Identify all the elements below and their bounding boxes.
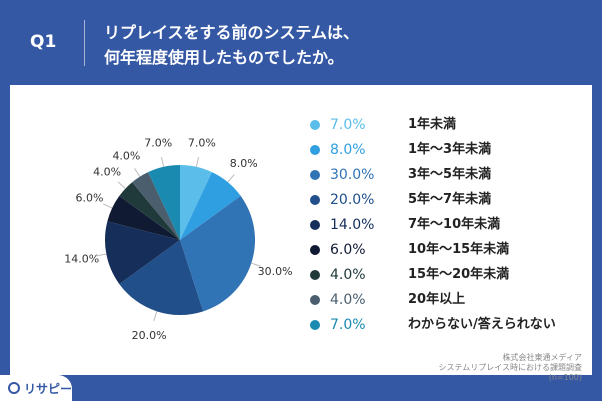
- leader-line-4: [153, 311, 158, 321]
- legend-item-5: 14.0% 7年〜10年未満: [310, 215, 580, 235]
- legend-swatch-5: [310, 220, 320, 230]
- pie-slice-9: [148, 165, 180, 240]
- question-title-line1: リプレイスをする前のシステムは、: [104, 23, 360, 42]
- legend-label-8: 20年以上: [408, 292, 466, 307]
- leader-line-6: [102, 203, 113, 209]
- pie-chart: 7.0% 8.0% 30.0% 20.0% 14.0% 6.0% 4.0% 4.0% 7.0%: [64, 136, 293, 342]
- legend-value-2: 8.0%: [330, 142, 366, 158]
- chart-panel: 7.0% 8.0% 30.0% 20.0% 14.0% 6.0% 4.0% 4.0% 7.0% …: [10, 85, 592, 382]
- data-label-7: 4.0%: [93, 166, 121, 179]
- brand-logo-icon: [8, 382, 20, 394]
- legend-value-3: 30.0%: [330, 167, 375, 183]
- legend-label-5: 7年〜10年未満: [408, 217, 501, 232]
- leader-line-3: [251, 262, 261, 267]
- leader-line-1: [195, 156, 200, 167]
- pie-slice-5: [105, 221, 180, 285]
- pie-slice-2: [180, 172, 241, 240]
- leader-line-9: [160, 156, 165, 167]
- legend-swatch-6: [310, 245, 320, 255]
- leader-line-2: [227, 174, 235, 183]
- legend-swatch-8: [310, 295, 320, 305]
- header-divider: [84, 20, 85, 66]
- legend-label-4: 5年〜7年未満: [408, 192, 492, 207]
- leader-line-5: [96, 253, 107, 257]
- legend-swatch-7: [310, 270, 320, 280]
- legend-value-5: 14.0%: [330, 217, 375, 233]
- legend-label-7: 15年〜20年未満: [408, 267, 510, 282]
- source-sample-size: (n=100): [548, 373, 582, 382]
- legend-label-1: 1年未満: [408, 117, 457, 132]
- data-label-3: 30.0%: [258, 265, 293, 278]
- data-label-6: 6.0%: [76, 191, 104, 204]
- legend-label-2: 1年〜3年未満: [408, 142, 492, 157]
- legend-swatch-2: [310, 145, 320, 155]
- legend-swatch-1: [310, 120, 320, 130]
- data-label-1: 7.0%: [188, 136, 216, 149]
- question-title-line2: 何年程度使用したものでしたか。: [104, 48, 344, 67]
- legend-value-8: 4.0%: [330, 292, 366, 308]
- legend-item-3: 30.0% 3年〜5年未満: [310, 165, 580, 185]
- data-label-5: 14.0%: [64, 253, 99, 266]
- data-label-4: 20.0%: [132, 329, 167, 342]
- legend-swatch-3: [310, 170, 320, 180]
- legend-item-2: 8.0% 1年〜3年未満: [310, 140, 580, 160]
- legend-item-4: 20.0% 5年〜7年未満: [310, 190, 580, 210]
- legend-value-9: 7.0%: [330, 317, 366, 333]
- legend-item-8: 4.0% 20年以上: [310, 290, 580, 310]
- question-number: Q1: [30, 32, 57, 52]
- legend-value-6: 6.0%: [330, 242, 366, 258]
- legend-item-9: 7.0% わからない/答えられない: [310, 315, 580, 335]
- pie-slice-1: [180, 165, 212, 240]
- brand-logo: リサピー: [0, 375, 72, 401]
- source-survey: システムリプレイス時における課題調査: [438, 363, 582, 372]
- data-label-8: 4.0%: [112, 150, 140, 163]
- legend-swatch-9: [310, 320, 320, 330]
- question-title: リプレイスをする前のシステムは、 何年程度使用したものでしたか。: [104, 20, 359, 70]
- leader-line-8: [134, 167, 141, 177]
- legend-value-4: 20.0%: [330, 192, 375, 208]
- legend-label-9: わからない/答えられない: [408, 317, 556, 332]
- source-note: 株式会社東通メディア システムリプレイス時における課題調査 (n=100): [438, 353, 582, 383]
- legend-value-1: 7.0%: [330, 117, 366, 133]
- pie-slice-7: [119, 182, 180, 240]
- legend-value-7: 4.0%: [330, 267, 366, 283]
- data-label-9: 7.0%: [144, 136, 172, 149]
- brand-name: リサピー: [24, 381, 73, 396]
- leader-line-7: [117, 181, 126, 190]
- legend-item-1: 7.0% 1年未満: [310, 115, 580, 135]
- legend-label-3: 3年〜5年未満: [408, 167, 492, 182]
- pie-slice-3: [180, 195, 256, 312]
- data-label-2: 8.0%: [230, 157, 258, 170]
- legend-item-7: 4.0% 15年〜20年未満: [310, 265, 580, 285]
- source-company: 株式会社東通メディア: [502, 353, 582, 362]
- pie-slice-8: [132, 172, 180, 240]
- pie-slice-6: [107, 195, 180, 240]
- legend-item-6: 6.0% 10年〜15年未満: [310, 240, 580, 260]
- pie-slice-4: [119, 240, 204, 315]
- legend-label-6: 10年〜15年未満: [408, 242, 510, 257]
- legend-swatch-4: [310, 195, 320, 205]
